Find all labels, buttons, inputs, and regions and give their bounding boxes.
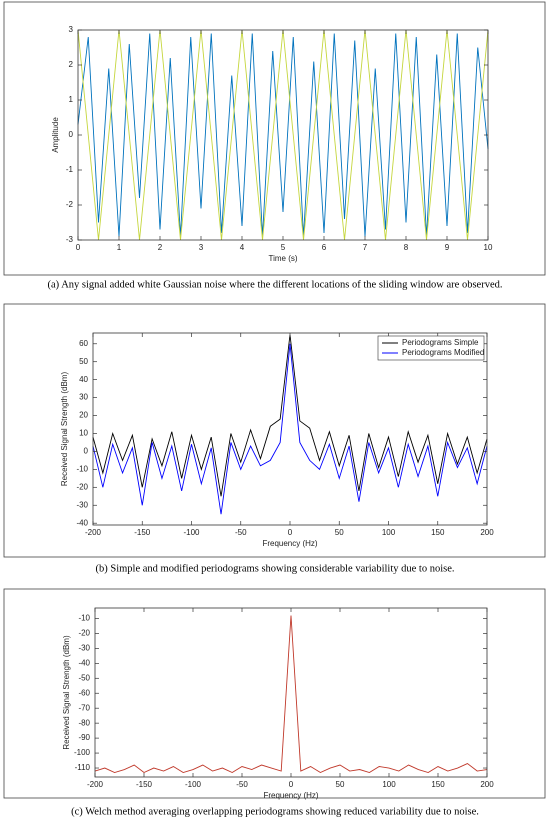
y-tick-label: 1	[69, 95, 74, 104]
legend-label: Periodograms Simple	[402, 338, 479, 347]
x-tick-label: 150	[431, 780, 445, 789]
y-tick-label: -60	[78, 688, 90, 697]
x-tick-label: 10	[484, 243, 493, 252]
legend-label: Periodograms Modified	[402, 348, 484, 357]
caption: (b) Simple and modified periodograms sho…	[96, 563, 455, 574]
y-tick-label: 60	[79, 339, 88, 348]
panel-frame	[3, 1, 546, 276]
x-axis-label: Frequency (Hz)	[262, 539, 317, 548]
x-axis-label: Time (s)	[268, 254, 297, 263]
x-tick-label: 0	[76, 243, 81, 252]
x-tick-label: 200	[480, 528, 494, 537]
y-axis-label: Received Signal Strength (dBm)	[60, 372, 69, 487]
y-tick-label: -110	[75, 763, 91, 772]
y-tick-label: -20	[78, 629, 90, 638]
y-tick-label: -10	[78, 614, 90, 623]
x-tick-label: -200	[87, 780, 104, 789]
x-tick-label: 5	[281, 243, 286, 252]
y-tick-label: -90	[78, 733, 90, 742]
x-tick-label: 0	[289, 780, 294, 789]
x-tick-label: 2	[158, 243, 163, 252]
series-line	[94, 615, 488, 774]
y-tick-label: -20	[76, 482, 88, 491]
y-tick-label: -40	[76, 518, 88, 527]
y-tick-label: 2	[69, 60, 74, 69]
y-tick-label: 3	[69, 25, 74, 34]
y-tick-label: -2	[66, 200, 74, 209]
x-tick-label: 7	[363, 243, 368, 252]
y-tick-label: -70	[78, 703, 90, 712]
x-tick-label: -50	[235, 528, 247, 537]
caption: (a) Any signal added white Gaussian nois…	[48, 279, 503, 290]
x-tick-label: -50	[236, 780, 248, 789]
x-tick-label: -200	[85, 528, 102, 537]
x-tick-label: 200	[480, 780, 494, 789]
x-tick-label: 100	[382, 528, 396, 537]
y-tick-label: 0	[84, 447, 89, 456]
y-tick-label: 0	[69, 130, 74, 139]
x-tick-label: 0	[288, 528, 293, 537]
y-tick-label: -80	[78, 718, 90, 727]
y-axis-label: Received Signal Strength (dBm)	[62, 635, 71, 750]
y-tick-label: 10	[79, 429, 88, 438]
y-tick-label: -100	[74, 748, 91, 757]
y-tick-label: 40	[79, 375, 88, 384]
y-axis-label: Amplitude	[51, 117, 60, 153]
panel-frame	[3, 588, 546, 799]
panel-frame	[3, 303, 546, 558]
y-tick-label: -3	[66, 235, 74, 244]
x-tick-label: 4	[240, 243, 245, 252]
x-tick-label: 9	[445, 243, 450, 252]
x-tick-label: 6	[322, 243, 327, 252]
y-tick-label: -30	[78, 643, 90, 652]
axes-box	[92, 332, 488, 526]
series-line	[92, 343, 488, 515]
x-tick-label: 50	[335, 528, 344, 537]
x-axis-label: Frequency (Hz)	[263, 791, 318, 800]
axes-box	[94, 607, 488, 778]
series-line	[77, 33, 489, 237]
y-tick-label: -40	[78, 658, 90, 667]
y-tick-label: -30	[76, 500, 88, 509]
x-tick-label: 8	[404, 243, 409, 252]
x-tick-label: 50	[336, 780, 345, 789]
x-tick-label: -100	[183, 528, 200, 537]
legend-box	[377, 335, 485, 361]
y-tick-label: 50	[79, 357, 88, 366]
y-tick-label: 20	[79, 411, 88, 420]
x-tick-label: -100	[185, 780, 202, 789]
caption: (c) Welch method averaging overlapping p…	[71, 806, 479, 817]
x-tick-label: 1	[117, 243, 122, 252]
y-tick-label: -1	[66, 165, 74, 174]
x-tick-label: -150	[136, 780, 153, 789]
x-tick-label: -150	[134, 528, 151, 537]
x-tick-label: 3	[199, 243, 204, 252]
y-tick-label: -50	[78, 673, 90, 682]
x-tick-label: 100	[382, 780, 396, 789]
x-tick-label: 150	[431, 528, 445, 537]
y-tick-label: 30	[79, 393, 88, 402]
y-tick-label: -10	[76, 464, 88, 473]
